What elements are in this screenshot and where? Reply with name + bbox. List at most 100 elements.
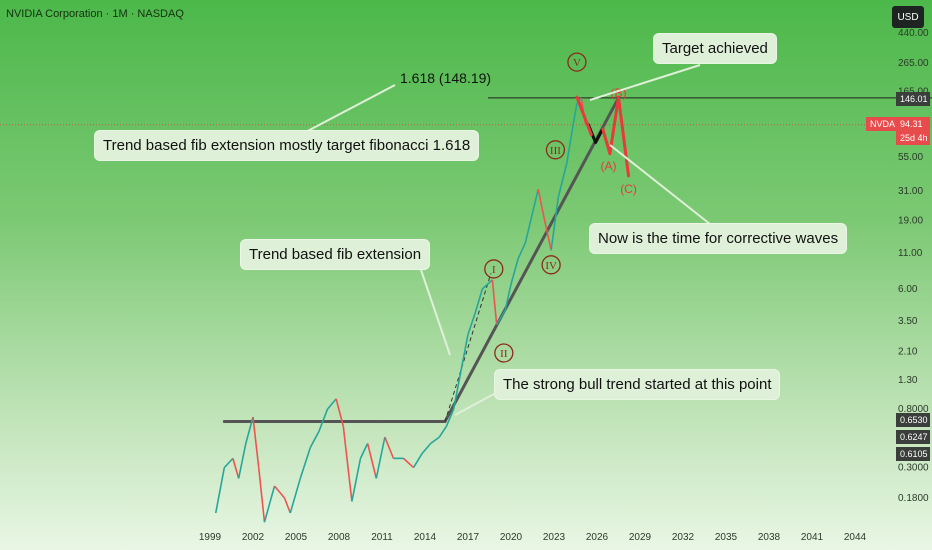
correction-projection: (A)(B)(C)	[575, 86, 637, 196]
y-tick-label: 265.00	[898, 58, 929, 69]
price-segment	[257, 467, 266, 523]
y-tick-label: 0.3000	[898, 463, 929, 474]
x-tick-label: 2032	[672, 532, 695, 543]
price-segment	[524, 189, 540, 244]
price-segment	[452, 371, 462, 410]
price-segment	[550, 197, 560, 251]
y-tick-label: 0.8000	[898, 404, 929, 415]
x-tick-label: 2029	[629, 532, 652, 543]
price-segment	[467, 312, 476, 335]
wave-circle	[494, 343, 514, 363]
x-tick-label: 2005	[285, 532, 308, 543]
wave-circle	[567, 52, 587, 72]
price-segment	[359, 443, 369, 459]
y-tick-label: 55.00	[898, 152, 923, 163]
x-tick-label: 2002	[242, 532, 265, 543]
x-tick-label: 2014	[414, 532, 437, 543]
callout-tail	[589, 64, 701, 101]
low-tag-2: 0.6247	[896, 430, 930, 444]
currency-button[interactable]: USD	[892, 6, 924, 28]
x-tick-label: 2020	[500, 532, 523, 543]
price-segment	[495, 309, 506, 326]
price-segment	[438, 425, 448, 438]
fib-price-tag: 146.01	[896, 92, 930, 106]
callout-pointers	[299, 64, 716, 416]
y-tick-label: 0.1800	[898, 493, 929, 504]
price-segment	[232, 458, 240, 479]
price-segment	[326, 398, 337, 410]
low-tag-1: 0.6530	[896, 413, 930, 427]
price-segment	[412, 453, 423, 468]
y-tick-label: 1.30	[898, 375, 918, 386]
price-segment	[309, 431, 320, 448]
chart-title: NVIDIA Corporation · 1M · NASDAQ	[6, 8, 184, 20]
y-tick-label: 11.00	[898, 248, 923, 259]
price-segment	[557, 162, 568, 198]
callout-tail	[419, 266, 451, 356]
fib-extension-dashed-line	[444, 273, 492, 422]
callout-fib-mostly-target: Trend based fib extension mostly target …	[94, 130, 480, 161]
price-segment	[289, 478, 302, 514]
price-segment	[402, 457, 415, 469]
price-segment	[504, 284, 512, 311]
callout-target-achieved: Target achieved	[653, 33, 777, 64]
projection-drop	[575, 95, 593, 137]
ticker-tag: NVDA	[866, 117, 896, 131]
price-segment	[543, 217, 552, 251]
y-tick-label: 6.00	[898, 284, 918, 295]
price-segment	[384, 436, 395, 459]
y-tick-label: 2.10	[898, 347, 918, 358]
price-segment	[445, 408, 455, 427]
x-tick-label: 2035	[715, 532, 738, 543]
wave-circle	[545, 140, 566, 160]
callout-tail	[609, 144, 716, 229]
price-segment	[214, 467, 226, 514]
x-tick-label: 1999	[199, 532, 222, 543]
x-axis: 1999 2002 2005 2008 2011 2014 2017 2020 2023 2026…	[199, 532, 867, 543]
price-segment	[299, 447, 312, 479]
fib-extension-guide	[444, 273, 492, 422]
y-tick-label: 31.00	[898, 186, 923, 197]
y-tick-label: 165.00	[898, 86, 929, 97]
x-tick-label: 2038	[758, 532, 781, 543]
trendlines	[222, 96, 620, 423]
price-segment	[252, 416, 260, 468]
price-segment	[566, 127, 574, 163]
wave-label: I	[492, 264, 496, 276]
y-tick-label: 19.00	[898, 215, 923, 226]
price-segment	[237, 443, 247, 479]
callout-tail	[299, 84, 396, 136]
correction-label: (A)	[600, 159, 616, 173]
price-segment	[335, 398, 345, 427]
wave-label: III	[550, 145, 561, 157]
price-segment	[430, 436, 440, 445]
price-segment	[366, 443, 378, 479]
price-segment	[223, 457, 234, 469]
projection-waves-bc	[601, 95, 631, 178]
price-segment	[318, 408, 329, 432]
wave-circle	[484, 259, 504, 279]
price-segment	[460, 334, 469, 372]
callout-bull-start: The strong bull trend started at this po…	[494, 369, 781, 400]
price-segment	[491, 279, 498, 325]
x-tick-label: 2011	[371, 532, 393, 543]
x-tick-label: 2023	[543, 532, 566, 543]
price-segment	[245, 416, 254, 444]
price-segment	[510, 258, 519, 285]
low-tag-3: 0.6105	[896, 447, 930, 461]
x-tick-label: 2008	[328, 532, 351, 543]
callout-corrective-waves: Now is the time for corrective waves	[589, 223, 848, 254]
callout-fib-extension: Trend based fib extension	[240, 239, 431, 270]
price-series	[214, 97, 589, 523]
price-segment	[283, 497, 292, 514]
price-segment	[517, 242, 527, 259]
correction-label: (C)	[620, 182, 637, 196]
price-segment	[351, 458, 362, 502]
last-price-tag: 94.31	[896, 117, 930, 131]
fib-level-line	[0, 97, 932, 126]
wave-circle	[541, 255, 561, 275]
price-segment	[537, 189, 545, 218]
